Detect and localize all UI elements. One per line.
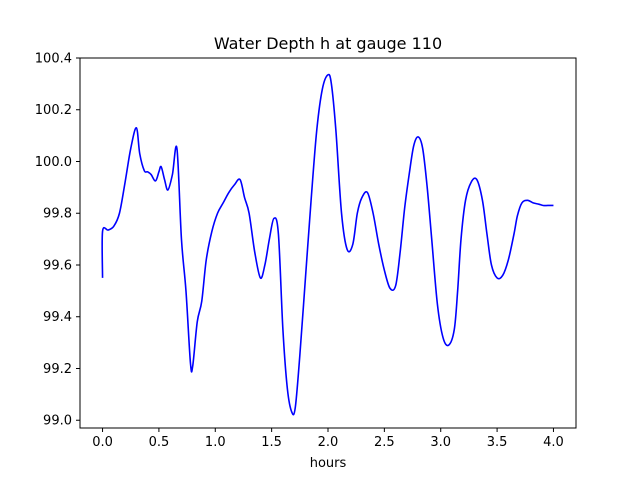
- x-tick-label: 0.5: [149, 435, 170, 450]
- x-tick-label: 0.0: [92, 435, 113, 450]
- y-tick-label: 100.2: [35, 103, 72, 118]
- plot-frame: [79, 57, 577, 429]
- chart-title: Water Depth h at gauge 110: [214, 34, 442, 53]
- y-tick-label: 99.4: [43, 310, 72, 325]
- y-tick-label: 100.4: [35, 52, 72, 67]
- x-tick-label: 1.0: [205, 435, 226, 450]
- x-tick-label: 3.0: [430, 435, 451, 450]
- series-line: [101, 73, 554, 416]
- series-layer: [101, 73, 554, 416]
- y-tick-label: 99.8: [43, 207, 72, 222]
- y-tick-label: 99.2: [43, 362, 72, 377]
- y-tick-label: 99.6: [43, 258, 72, 273]
- x-axis-title: hours: [310, 456, 347, 471]
- x-axis: 0.0 0.5 1.0 1.5 2.0 2.5 3.0 3.5 4.0: [92, 428, 564, 450]
- y-tick-label: 99.0: [43, 414, 72, 429]
- x-tick-label: 4.0: [543, 435, 564, 450]
- x-tick-label: 2.0: [318, 435, 339, 450]
- x-tick-label: 1.5: [261, 435, 282, 450]
- x-tick-label: 3.5: [487, 435, 508, 450]
- x-tick-label: 2.5: [374, 435, 395, 450]
- y-axis: 99.0 99.2 99.4 99.6 99.8 100.0 100.2 100.4: [35, 52, 80, 429]
- y-tick-label: 100.0: [35, 155, 72, 170]
